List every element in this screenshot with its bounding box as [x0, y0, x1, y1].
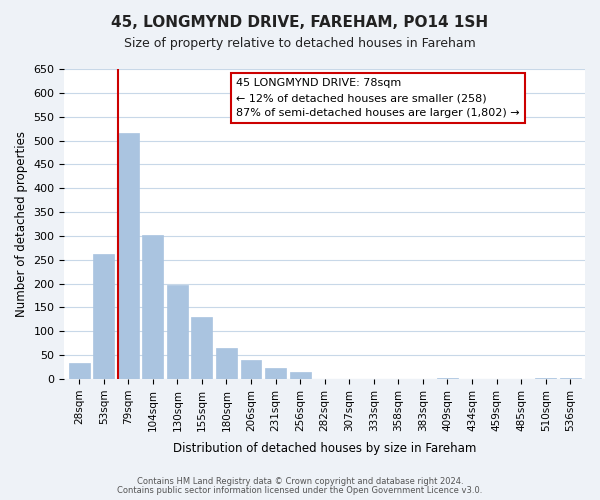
Bar	[93, 254, 114, 379]
Bar	[69, 364, 89, 379]
Bar	[535, 378, 556, 379]
Bar	[118, 134, 139, 379]
Text: Contains HM Land Registry data © Crown copyright and database right 2024.: Contains HM Land Registry data © Crown c…	[137, 478, 463, 486]
Bar	[437, 378, 458, 379]
Bar	[265, 368, 286, 379]
Bar	[167, 285, 188, 379]
Bar	[290, 372, 311, 379]
Text: 45, LONGMYND DRIVE, FAREHAM, PO14 1SH: 45, LONGMYND DRIVE, FAREHAM, PO14 1SH	[112, 15, 488, 30]
Bar	[191, 316, 212, 379]
Text: Contains public sector information licensed under the Open Government Licence v3: Contains public sector information licen…	[118, 486, 482, 495]
X-axis label: Distribution of detached houses by size in Fareham: Distribution of detached houses by size …	[173, 442, 476, 455]
Bar	[142, 235, 163, 379]
Bar	[216, 348, 237, 379]
Text: 45 LONGMYND DRIVE: 78sqm
← 12% of detached houses are smaller (258)
87% of semi-: 45 LONGMYND DRIVE: 78sqm ← 12% of detach…	[236, 78, 520, 118]
Y-axis label: Number of detached properties: Number of detached properties	[15, 131, 28, 317]
Text: Size of property relative to detached houses in Fareham: Size of property relative to detached ho…	[124, 38, 476, 51]
Bar	[560, 378, 581, 379]
Bar	[241, 360, 262, 379]
